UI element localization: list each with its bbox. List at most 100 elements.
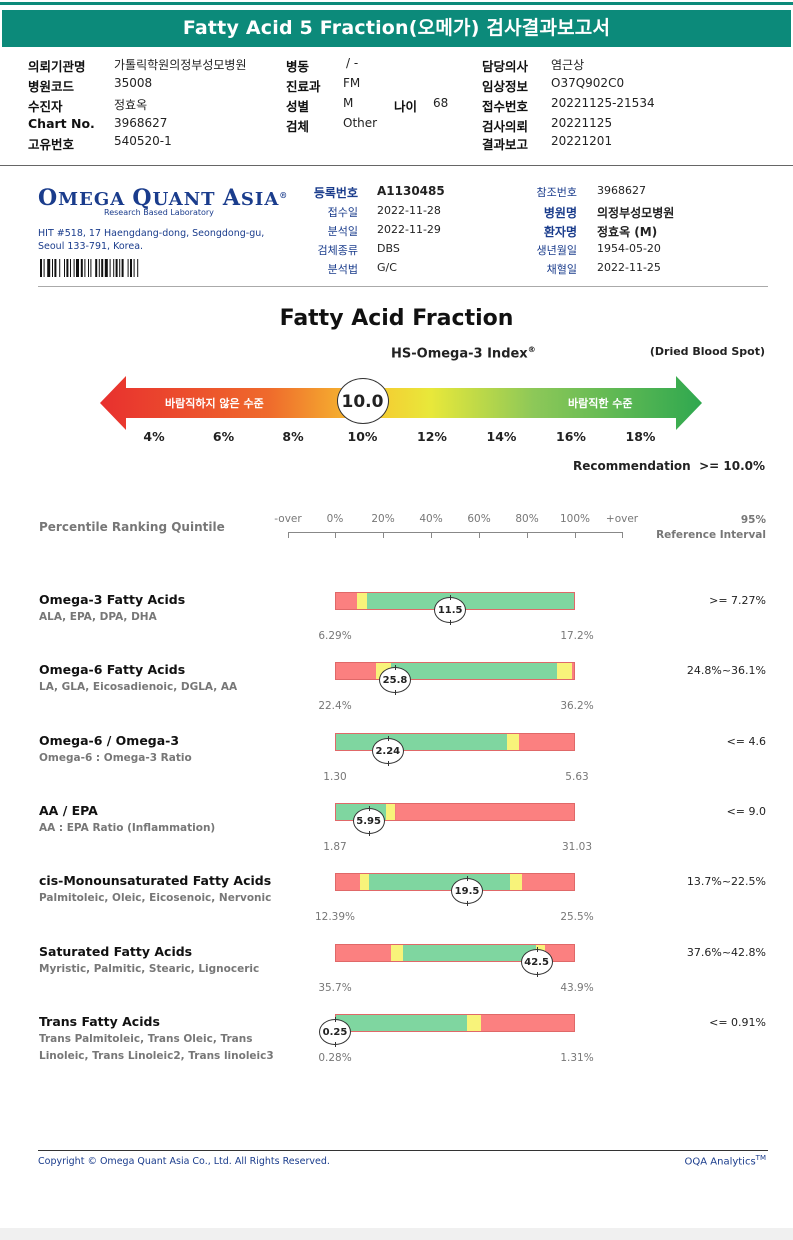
registration-label: 분석법 <box>327 263 358 276</box>
quintile-scale-tick <box>383 532 384 538</box>
registration-value: G/C <box>377 261 397 274</box>
registration-label: 생년월일 <box>536 244 577 257</box>
header-field-value: O37Q902C0 <box>551 76 625 90</box>
result-row-reference: <= 9.0 <box>726 804 766 818</box>
header-field-value: Other <box>343 116 378 130</box>
result-row-subtitle: ALA, EPA, DPA, DHA <box>39 611 157 623</box>
registration-divider <box>38 286 768 287</box>
lab-subtitle: Research Based Laboratory <box>104 208 214 217</box>
quintile-scale-tick <box>288 532 289 538</box>
undesirable-level-label: 바람직하지 않은 수준 <box>165 397 264 410</box>
result-row-max: 1.31% <box>560 1051 594 1064</box>
result-row-title: Omega-6 / Omega-3 <box>39 732 180 748</box>
header-field-label: 고유번호 <box>28 137 75 152</box>
registration-label: 접수일 <box>327 206 358 219</box>
desirable-level-label: 바람직한 수준 <box>568 397 633 410</box>
result-row-marker: 5.95 <box>352 805 385 836</box>
index-gradient-arrow <box>100 376 702 430</box>
bar-segment <box>359 874 370 891</box>
registration-label: 등록번호 <box>313 186 358 200</box>
result-row-title: cis-Monounsaturated Fatty Acids <box>39 873 272 889</box>
registration-label: 채혈일 <box>546 263 577 276</box>
header-field-value: 정효옥 <box>114 98 148 112</box>
header-field-label: 임상정보 <box>482 79 529 94</box>
quintile-scale-label: 80% <box>515 513 539 525</box>
result-row-subtitle: Myristic, Palmitic, Stearic, Lignoceric <box>39 962 260 975</box>
registration-value: 2022-11-29 <box>377 223 441 236</box>
registration-value: 의정부성모병원 <box>597 206 675 220</box>
bar-segment <box>395 803 574 820</box>
quintile-scale-tick <box>335 532 336 538</box>
bar-segment <box>571 663 574 680</box>
quintile-scale-tick <box>622 532 623 538</box>
result-row-min: 1.87 <box>323 840 347 853</box>
header-field-value: 20221201 <box>551 134 613 148</box>
result-row-reference: >= 7.27% <box>709 594 766 607</box>
specimen-note: (Dried Blood Spot) <box>649 345 765 358</box>
quintile-scale-label: 40% <box>419 513 443 525</box>
header-field-label: 담당의사 <box>482 59 529 74</box>
result-row-min: 22.4% <box>318 700 352 713</box>
registration-value: 2022-11-25 <box>597 261 661 274</box>
quintile-scale-tick <box>527 532 528 538</box>
section-title: Fatty Acid Fraction <box>279 306 514 331</box>
header-field-label: 진료과 <box>286 79 321 94</box>
quintile-scale-tick <box>479 532 480 538</box>
header-field-label: 수진자 <box>28 99 63 114</box>
result-row-max: 36.2% <box>560 700 594 713</box>
bar-segment <box>545 944 574 961</box>
result-row-reference: <= 0.91% <box>709 1015 766 1029</box>
result-row-min: 1.30 <box>323 770 347 783</box>
header-field-value: M <box>343 96 354 110</box>
result-row-bar <box>335 802 575 821</box>
result-row-min: 12.39% <box>314 911 356 924</box>
result-row-max: 31.03 <box>561 840 593 853</box>
index-tick-label: 12% <box>417 429 447 444</box>
quintile-scale-label: +over <box>605 513 639 525</box>
registration-value: 정효옥 (M) <box>597 225 658 239</box>
header-field-value: 20221125 <box>551 116 613 130</box>
bar-segment <box>402 944 536 961</box>
registration-value: DBS <box>377 242 400 255</box>
result-row-marker: 25.8 <box>379 665 411 696</box>
registration-value: 1954-05-20 <box>597 242 661 255</box>
result-row-marker: 2.24 <box>371 735 404 766</box>
result-row-marker: 19.5 <box>451 876 483 907</box>
bar-segment <box>507 733 520 750</box>
header-field-value: 20221125-21534 <box>551 96 655 110</box>
bar-segment <box>336 874 360 891</box>
header-field-label: 접수번호 <box>482 99 529 114</box>
result-row-reference: 13.7%~22.5% <box>686 875 766 889</box>
report-title: Fatty Acid 5 Fraction(오메가) 검사결과보고서 <box>2 10 791 47</box>
header-field-label: 의뢰기관명 <box>28 59 86 74</box>
index-tick-label: 18% <box>625 429 656 444</box>
header-field-label: 병원코드 <box>28 79 75 94</box>
result-row-max: 25.5% <box>560 911 594 924</box>
header-divider <box>0 165 793 166</box>
index-tick-label: 14% <box>486 429 517 444</box>
result-row-subtitle: LA, GLA, Eicosadienoic, DGLA, AA <box>39 681 238 694</box>
header-field-label: 결과보고 <box>482 137 529 152</box>
bar-segment <box>336 663 377 680</box>
lab-logo: OMEGA QUANT ASIA® <box>38 185 289 211</box>
bar-segment <box>519 733 574 750</box>
registration-label: 환자명 <box>543 225 577 239</box>
recommendation: Recommendation >= 10.0% <box>572 459 765 473</box>
quintile-scale-label: 60% <box>467 513 491 525</box>
lab-address-line1: HIT #518, 17 Haengdang-dong, Seongdong-g… <box>38 228 265 239</box>
header-field-label: 병동 <box>286 59 310 74</box>
registration-value: 2022-11-28 <box>377 204 441 217</box>
brand: OQA AnalyticsTM <box>684 1154 767 1168</box>
result-row-min: 35.7% <box>318 981 352 994</box>
bar-segment <box>521 874 574 891</box>
bar-segment <box>336 593 358 609</box>
bar-segment <box>557 663 572 680</box>
quintile-title: Percentile Ranking Quintile <box>39 520 225 534</box>
index-tick-label: 10% <box>347 429 378 444</box>
registration-label: 참조번호 <box>536 186 577 199</box>
index-name: HS-Omega-3 Index® <box>391 345 536 362</box>
result-row-max: 5.63 <box>565 770 589 783</box>
registration-label: 병원명 <box>543 206 577 220</box>
registration-value: A1130485 <box>377 184 445 198</box>
result-row-marker: 0.25 <box>319 1016 351 1047</box>
